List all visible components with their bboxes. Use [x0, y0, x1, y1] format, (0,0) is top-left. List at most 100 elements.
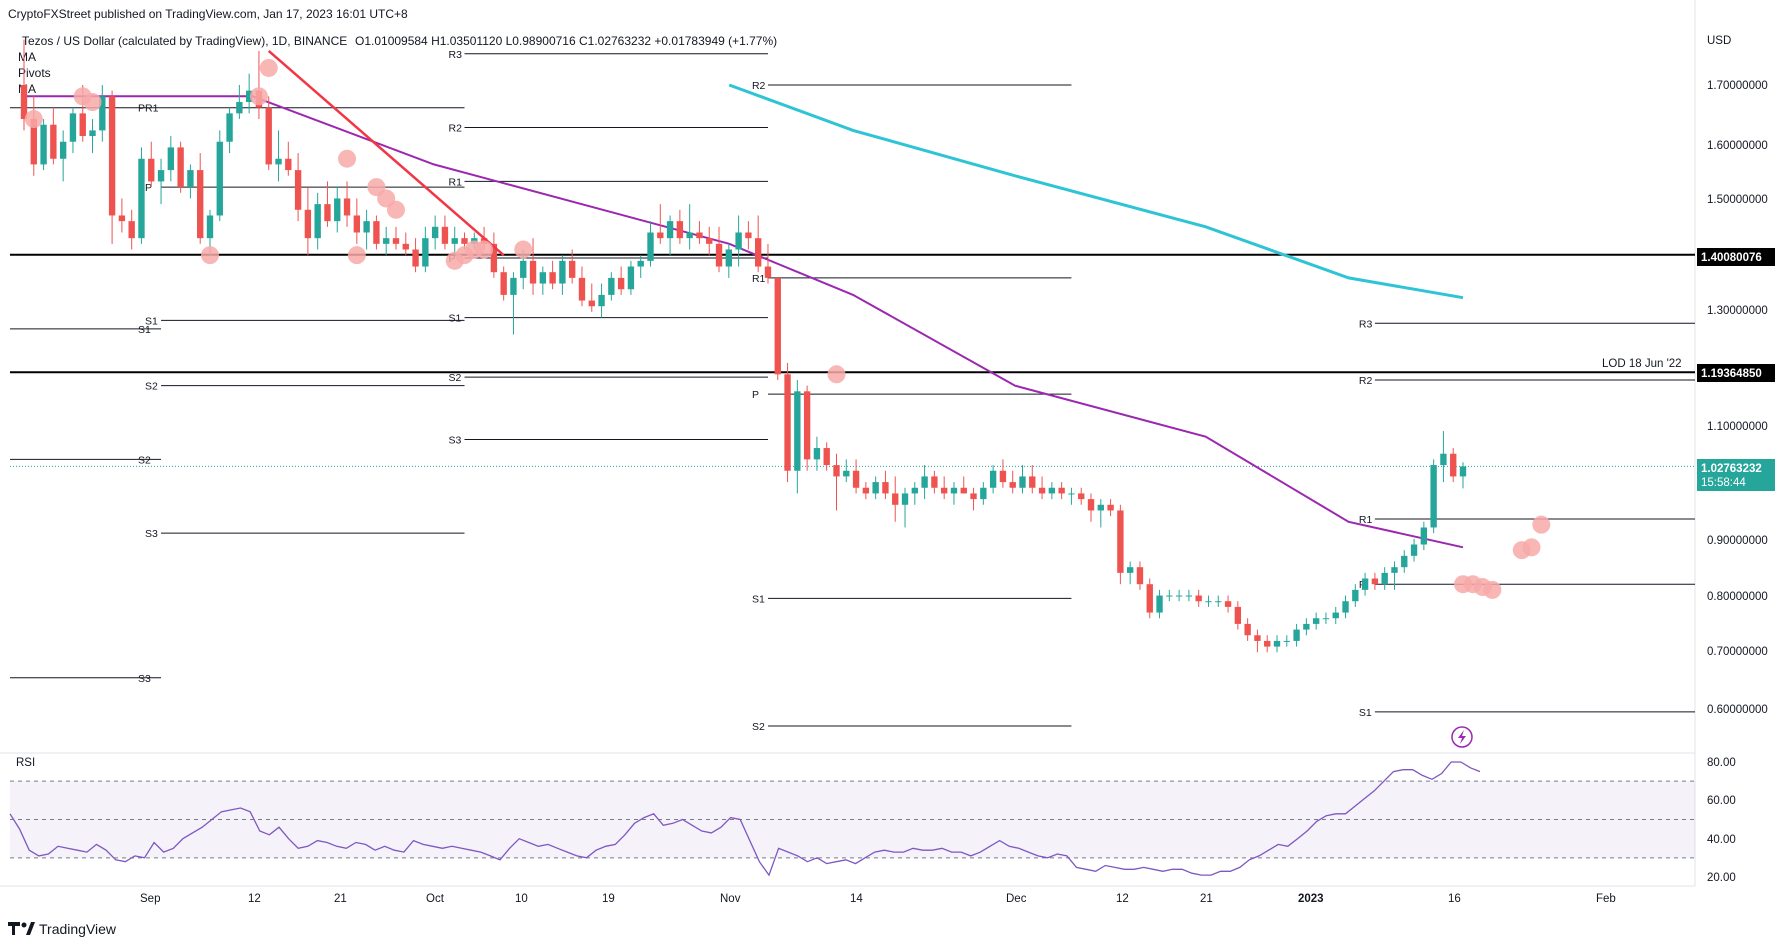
price-tick: 0.70000000 — [1707, 646, 1768, 658]
candle-body — [1107, 504, 1114, 511]
pivot-marker[interactable] — [1483, 580, 1502, 599]
symbol-title[interactable]: Tezos / US Dollar (calculated by Trading… — [22, 34, 347, 48]
pivot-marker[interactable] — [475, 240, 494, 259]
date-tick: 10 — [515, 893, 528, 905]
indicator-ma-label[interactable]: MA — [18, 50, 36, 64]
candle-body — [1215, 601, 1222, 603]
pivot-marker[interactable] — [347, 246, 366, 265]
candle-body — [960, 487, 967, 494]
pivot-label: S1 — [138, 324, 151, 336]
pivot-marker[interactable] — [249, 87, 268, 106]
candle-body — [197, 170, 204, 239]
candle-body — [1205, 601, 1212, 603]
candle-body — [431, 226, 439, 239]
pivot-label: R2 — [752, 80, 766, 92]
candle-body — [1361, 578, 1369, 590]
pivot-label: P — [752, 389, 759, 401]
pivot-marker[interactable] — [1532, 515, 1551, 534]
rsi-tick: 60.00 — [1707, 795, 1736, 807]
candle-body — [148, 158, 155, 182]
date-tick: 12 — [1116, 893, 1129, 905]
candle-body — [755, 238, 762, 267]
pivot-marker[interactable] — [1522, 538, 1541, 557]
candle-body — [1303, 623, 1310, 630]
candle-body — [500, 272, 507, 295]
date-tick: Nov — [720, 893, 741, 905]
tradingview-logo-icon — [8, 922, 35, 935]
candle-body — [275, 158, 282, 165]
candle-body — [520, 260, 527, 278]
candle-body — [715, 243, 723, 267]
candle-body — [745, 232, 752, 239]
pivot-label: P — [145, 182, 152, 194]
candle-body — [1273, 640, 1281, 647]
candle-body — [725, 249, 732, 267]
rsi-label[interactable]: RSI — [16, 757, 35, 769]
lightning-icon[interactable] — [1451, 726, 1473, 748]
candle-body — [774, 277, 781, 375]
pivot-marker[interactable] — [24, 110, 43, 129]
candle-body — [236, 102, 243, 114]
level-tag-2-text: 1.19364850 — [1701, 368, 1762, 380]
level-tag-2 — [1697, 364, 1775, 382]
candle-body — [1146, 584, 1153, 613]
candle-body — [931, 476, 938, 488]
candle-body — [1420, 527, 1428, 545]
pivot-marker[interactable] — [386, 200, 405, 219]
candle-body — [402, 243, 409, 250]
candle-body — [1156, 595, 1163, 613]
candle-body — [50, 124, 57, 159]
price-tick: 0.80000000 — [1707, 591, 1768, 603]
candle-body — [383, 238, 390, 244]
date-tick: 21 — [334, 893, 347, 905]
pivot-marker[interactable] — [827, 365, 846, 384]
candle-body — [373, 221, 380, 244]
candle-body — [578, 277, 586, 301]
candle-body — [657, 232, 664, 239]
candle-body — [1185, 595, 1193, 597]
pivot-marker[interactable] — [83, 93, 102, 112]
pivot-label: S2 — [138, 454, 151, 466]
pivot-marker[interactable] — [514, 240, 533, 259]
ma-fast-line[interactable] — [24, 95, 1464, 549]
date-tick: 19 — [602, 893, 615, 905]
candle-body — [392, 238, 400, 244]
date-tick: Feb — [1596, 893, 1616, 905]
candle-body — [862, 487, 870, 494]
indicator-pivots-label[interactable]: Pivots — [18, 66, 51, 80]
candle-body — [980, 487, 987, 500]
price-tick: 1.50000000 — [1707, 194, 1768, 206]
candle-body — [764, 266, 772, 278]
candle-body — [1401, 555, 1408, 568]
pivot-label: S2 — [449, 372, 462, 384]
candle-body — [285, 158, 292, 171]
candle-body — [911, 487, 918, 494]
candle-body — [843, 470, 850, 477]
pivot-label: S1 — [145, 315, 158, 327]
candle-body — [598, 294, 605, 307]
price-axis[interactable]: 1.70000000 1.60000000 1.50000000 1.30000… — [1707, 80, 1768, 716]
candle-body — [79, 113, 86, 137]
pivot-label: S1 — [449, 313, 462, 325]
date-axis[interactable]: Sep 12 21 Oct 10 19 Nov 14 Dec 12 21 202… — [140, 893, 1616, 905]
pivot-label: R2 — [1359, 375, 1373, 387]
candle-body — [265, 107, 272, 165]
candle-body — [40, 124, 47, 165]
ma-slow-line[interactable] — [728, 83, 1464, 300]
candle-body — [539, 272, 547, 284]
candle-body — [1293, 629, 1300, 641]
pivot-label: S1 — [1359, 707, 1372, 719]
pivot-marker[interactable] — [338, 149, 357, 168]
candle-body — [882, 482, 889, 494]
date-tick: Oct — [426, 893, 445, 905]
pivot-marker[interactable] — [200, 246, 219, 265]
candle-body — [1068, 493, 1075, 495]
candle-body — [1391, 567, 1398, 573]
price-tick: 1.70000000 — [1707, 80, 1768, 92]
candle-body — [813, 448, 821, 460]
candle-body — [735, 232, 742, 250]
candle-body — [69, 113, 77, 142]
pivot-marker[interactable] — [259, 58, 278, 77]
trendline[interactable] — [267, 50, 505, 257]
candle-body — [666, 221, 674, 239]
